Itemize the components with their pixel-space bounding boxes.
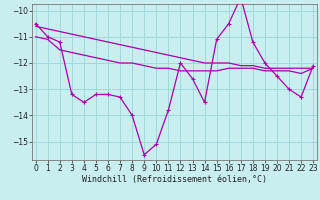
X-axis label: Windchill (Refroidissement éolien,°C): Windchill (Refroidissement éolien,°C) [82, 175, 267, 184]
